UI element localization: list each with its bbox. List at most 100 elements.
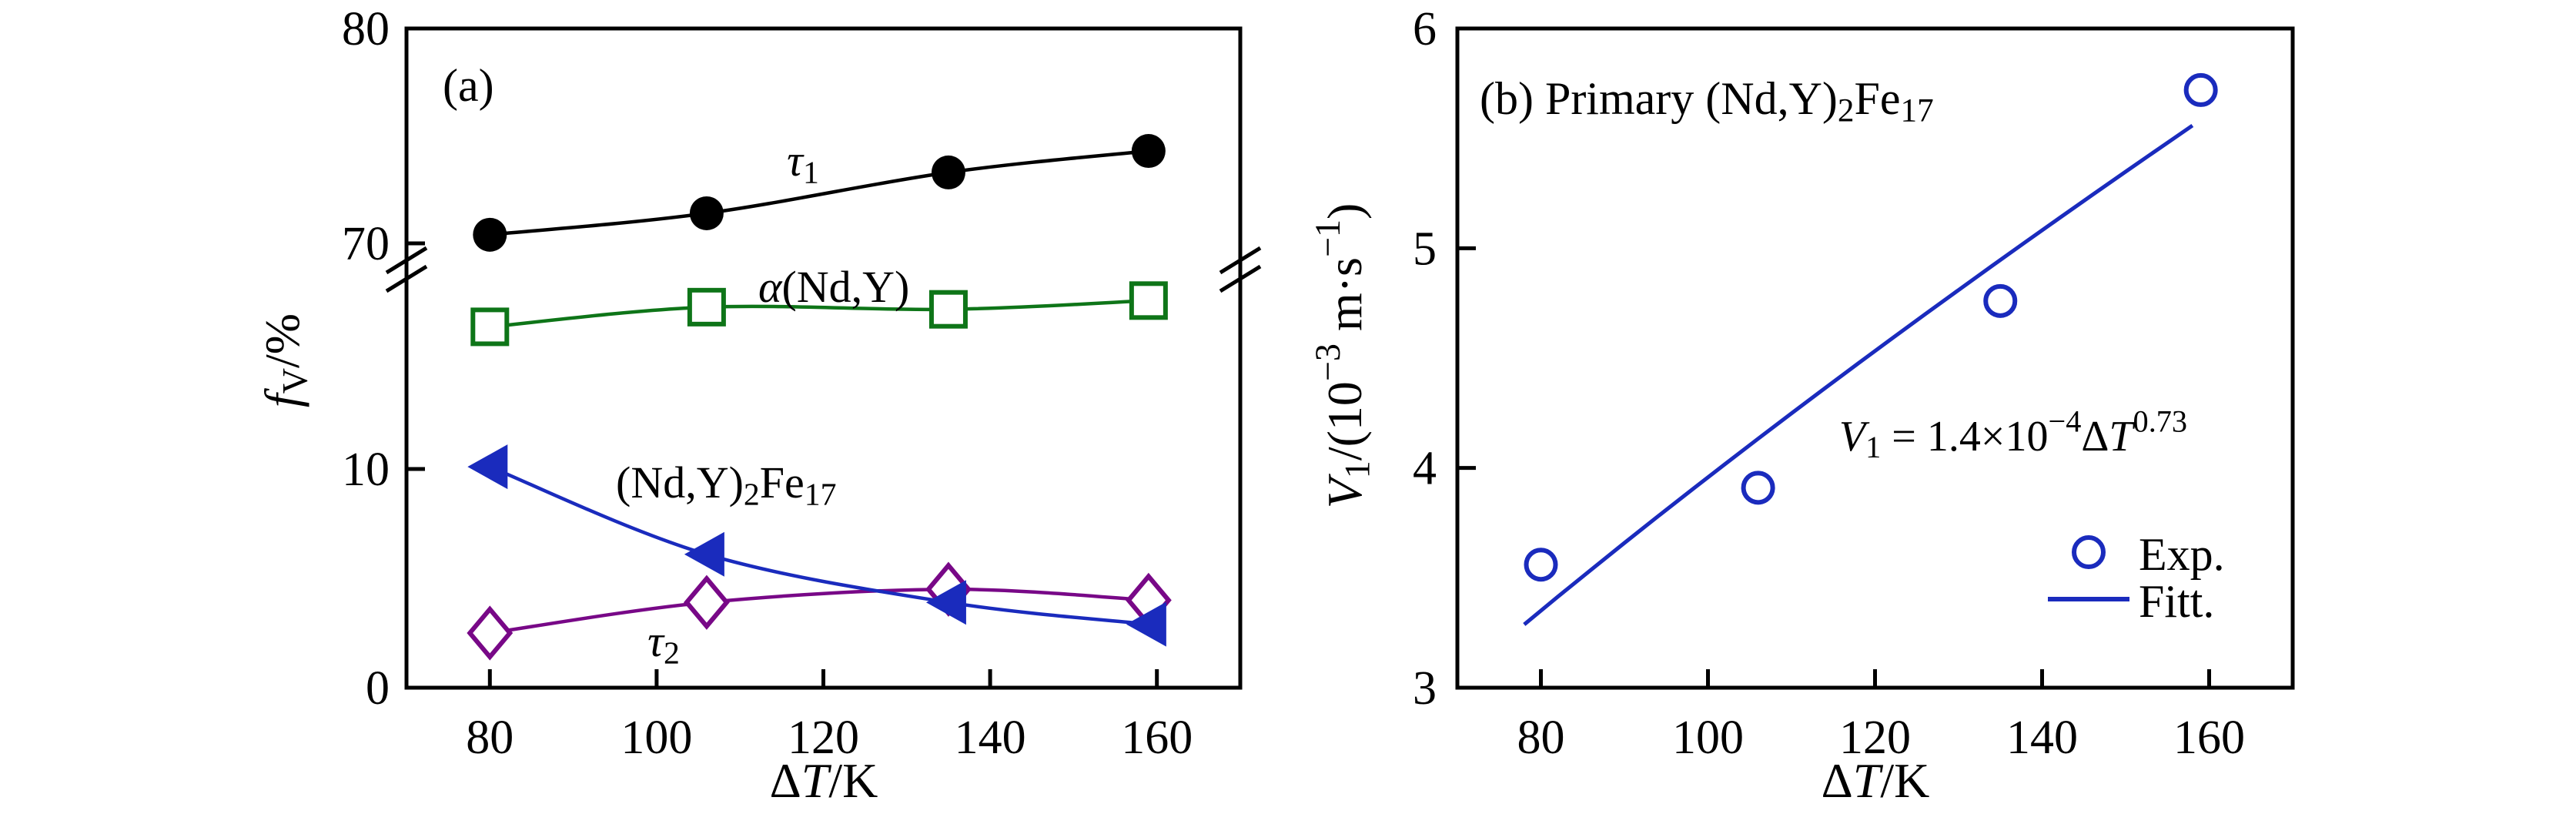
series-label-tau2-part: 2	[664, 635, 680, 671]
panel-title-b-part: 17	[1900, 93, 1933, 129]
series-label-ndy2fe17-part: 2	[744, 477, 760, 512]
xtick-label-a-80: 80	[466, 712, 514, 764]
x-axis-label-a: ΔT/K	[770, 753, 878, 808]
legend-b: Exp.Fitt.	[2048, 529, 2225, 627]
ytick-label-b-5: 5	[1413, 223, 1437, 275]
fit-equation-part: Δ	[2081, 413, 2109, 461]
xtick-label-b-120-part: 120	[1839, 712, 1911, 764]
y-axis-label-b-part: /(10	[1317, 381, 1372, 461]
x-axis-label-b: ΔT/K	[1822, 753, 1930, 808]
xtick-label-a-80-part: 80	[466, 712, 514, 764]
fit-equation-part: 1	[1865, 430, 1881, 464]
marker-alpha-ndy-3	[1129, 281, 1168, 320]
xtick-label-b-100-part: 100	[1672, 712, 1744, 764]
panel-title-b: (b) Primary (Nd,Y)2Fe17	[1480, 73, 1934, 129]
exp-point-3	[2183, 72, 2218, 107]
x-axis-label-b-part: Δ	[1822, 753, 1853, 808]
exp-point-2	[1983, 283, 2018, 318]
x-axis-label-a-part: Δ	[770, 753, 801, 808]
series-line-alpha-ndy	[490, 299, 1149, 329]
exp-point-1	[1741, 471, 1775, 505]
axis-break-slash-1-1	[1219, 264, 1262, 293]
x-axis-label-b-part: /K	[1880, 753, 1929, 808]
series-label-ndy2fe17-part: 17	[805, 477, 837, 512]
ytick-label-b-3-part: 3	[1413, 662, 1437, 715]
y-axis-label-a-part: V	[275, 368, 314, 394]
panel-title-b-part: 2	[1838, 93, 1855, 129]
panel-tag-a: (a)	[443, 60, 494, 111]
legend-fit-label: Fitt.	[2139, 576, 2214, 627]
xtick-label-b-140-part: 140	[2006, 712, 2078, 764]
series-line-tau2	[489, 587, 1149, 635]
series-markers-a	[467, 134, 1172, 661]
x-axis-label-a-part: T	[801, 753, 832, 808]
ytick-label-a-80: 80	[342, 3, 390, 55]
series-label-tau1-part: 1	[803, 155, 819, 190]
xtick-label-a-120-part: 120	[788, 712, 859, 764]
y-axis-label-b: V1/(10−3 m·s−1)	[1308, 203, 1377, 509]
ytick-label-a-80-part: 80	[342, 3, 390, 55]
xtick-label-b-140: 140	[2006, 712, 2078, 764]
exp-point-0	[1524, 548, 1558, 582]
marker-tau1-1	[689, 196, 724, 230]
series-label-ndy2fe17-part: Fe	[760, 457, 805, 507]
series-label-alpha-ndy-part: (Nd,Y)	[781, 262, 909, 312]
xtick-label-b-160-part: 160	[2173, 712, 2245, 764]
xtick-label-b-100: 100	[1672, 712, 1744, 764]
marker-alpha-ndy-2	[928, 290, 968, 329]
series-label-tau2: τ2	[647, 616, 680, 671]
ytick-label-b-3: 3	[1413, 662, 1437, 715]
legend-fit-label-part: Fitt.	[2139, 576, 2214, 627]
series-label-tau1: τ1	[787, 136, 819, 190]
fit-equation-part: 0.73	[2133, 404, 2188, 438]
panel-a: 0 10 70 80 80 100 120 140 160 ΔT/K fV/% (a) α(Nd,Y) τ…	[255, 3, 1262, 808]
y-axis-label-b-part: )	[1317, 203, 1372, 219]
ytick-label-b-4-part: 4	[1413, 443, 1437, 495]
axis-break-slash-0-0	[385, 246, 428, 275]
marker-ndy2fe17-3	[1126, 601, 1166, 647]
legend-exp-label: Exp.	[2139, 529, 2225, 580]
y-axis-label-a: fV/%	[255, 313, 314, 407]
marker-tau1-3	[1131, 134, 1166, 169]
marker-tau2-0	[467, 605, 514, 661]
panel-tag-a-part: (a)	[443, 60, 494, 111]
xtick-label-a-160: 160	[1121, 712, 1193, 764]
xtick-label-a-140-part: 140	[955, 712, 1026, 764]
series-label-tau1-part: τ	[787, 136, 805, 186]
ytick-label-a-10-part: 10	[342, 444, 390, 496]
marker-ndy2fe17-0	[467, 444, 508, 490]
y-axis-label-b-part: −3	[1308, 343, 1347, 381]
panel-title-b-part: Fe	[1854, 73, 1900, 124]
xtick-label-a-140: 140	[955, 712, 1026, 764]
xtick-label-b-80-part: 80	[1517, 712, 1565, 764]
xtick-label-a-120: 120	[788, 712, 859, 764]
series-line-tau1	[490, 149, 1149, 237]
series-label-tau2-part: τ	[647, 616, 665, 666]
y-axis-label-b-part: −1	[1308, 219, 1347, 257]
marker-tau1-2	[931, 155, 965, 189]
ytick-label-b-5-part: 5	[1413, 223, 1437, 275]
series-label-ndy2fe17-part: (Nd,Y)	[616, 457, 744, 507]
series-label-alpha-ndy: α(Nd,Y)	[758, 262, 909, 312]
xtick-label-b-160: 160	[2173, 712, 2245, 764]
marker-alpha-ndy-0	[470, 307, 510, 347]
y-axis-label-b-part: V	[1317, 473, 1372, 508]
marker-tau1-0	[473, 217, 507, 252]
ytick-label-a-0: 0	[366, 662, 390, 715]
xtick-label-a-160-part: 160	[1121, 712, 1193, 764]
xtick-label-a-100: 100	[621, 712, 692, 764]
fit-equation-part: T	[2109, 413, 2136, 461]
fit-equation-part: = 1.4×10	[1881, 413, 2048, 461]
marker-ndy2fe17-1	[684, 531, 724, 577]
series-label-ndy2fe17: (Nd,Y)2Fe17	[616, 457, 837, 512]
axis-break-slash-1-0	[1219, 246, 1262, 275]
series-line-ndy2fe17	[489, 465, 1149, 626]
ytick-label-b-6-part: 6	[1413, 3, 1437, 55]
ytick-label-a-70-part: 70	[342, 218, 390, 270]
ytick-label-a-10: 10	[342, 444, 390, 496]
panel-title-b-part: (b) Primary (Nd,Y)	[1480, 73, 1838, 124]
xtick-label-b-120: 120	[1839, 712, 1911, 764]
